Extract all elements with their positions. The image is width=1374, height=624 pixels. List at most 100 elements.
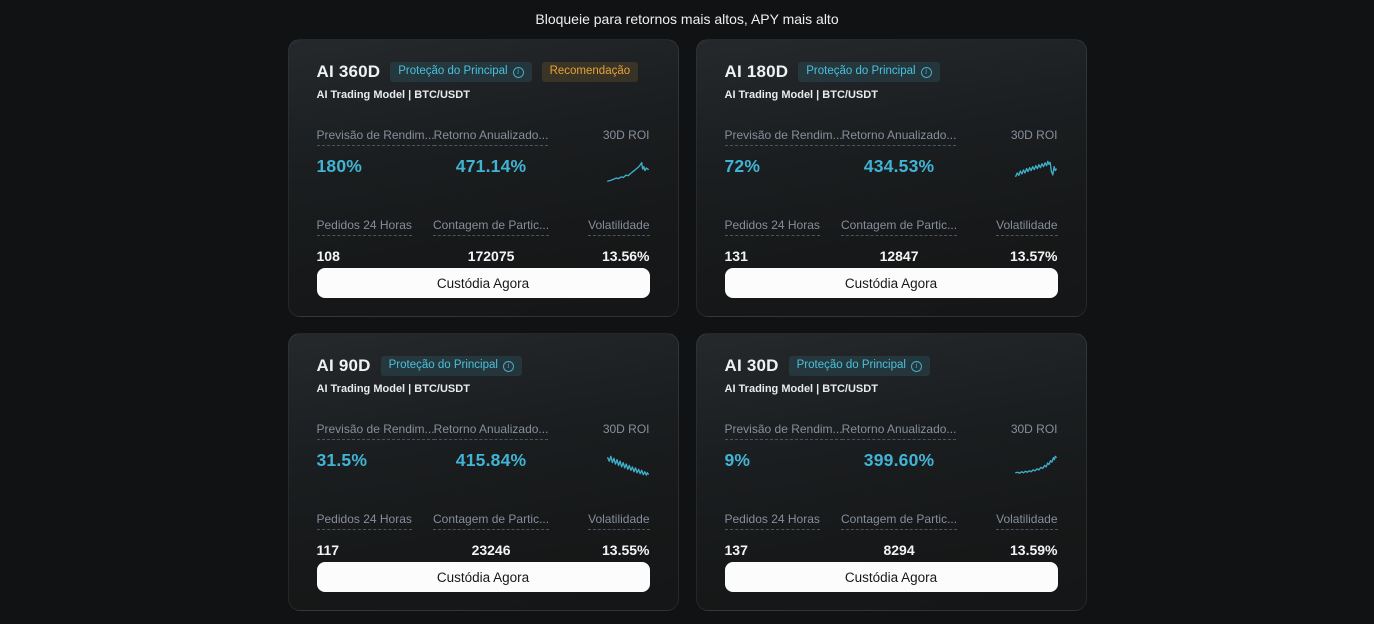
participant-count-value: 172075: [467, 248, 515, 264]
volatility-label[interactable]: Volatilidade: [996, 512, 1058, 530]
volatility-value: 13.59%: [1010, 542, 1058, 558]
annualized-return-value: 399.60%: [863, 450, 935, 470]
card-title: AI 180D: [724, 62, 789, 81]
sparkline-path: [606, 161, 649, 182]
volatility-value: 13.56%: [602, 248, 650, 264]
card-title: AI 360D: [316, 62, 381, 81]
volatility-label[interactable]: Volatilidade: [588, 218, 650, 236]
card-subtitle: AI Trading Model | BTC/USDT: [724, 89, 878, 101]
orders-24h-label[interactable]: Pedidos 24 Horas: [724, 218, 820, 236]
product-card-ai-180d: AI 180D Proteção do Principal i AI Tradi…: [695, 39, 1087, 317]
card-subtitle: AI Trading Model | BTC/USDT: [316, 89, 470, 101]
yield-forecast-value: 31.5%: [316, 450, 368, 470]
annualized-return-label[interactable]: Retorno Anualizado...: [433, 128, 549, 146]
metrics-values-row-2: 117 23246 13.55%: [317, 542, 650, 560]
custody-now-button[interactable]: Custódia Agora: [316, 268, 650, 298]
sparkline-path: [1014, 160, 1057, 177]
custody-now-button[interactable]: Custódia Agora: [724, 268, 1058, 298]
metrics-labels-row-1: Previsão de Rendim... Retorno Anualizado…: [316, 126, 650, 146]
annualized-return-value: 415.84%: [455, 450, 527, 470]
annualized-return-value: 434.53%: [863, 156, 935, 176]
orders-24h-value: 117: [316, 542, 340, 558]
volatility-label[interactable]: Volatilidade: [588, 512, 650, 530]
card-header: AI 30D Proteção do Principal i: [725, 356, 1058, 376]
card-title: AI 90D: [316, 356, 371, 375]
roi-30d-label: 30D ROI: [602, 128, 650, 142]
principal-protection-badge[interactable]: Proteção do Principal i: [788, 356, 930, 376]
yield-forecast-label[interactable]: Previsão de Rendim...: [724, 422, 843, 440]
principal-protection-label: Proteção do Principal: [388, 359, 498, 372]
roi-sparkline-chart: [1014, 455, 1057, 474]
card-subtitle: AI Trading Model | BTC/USDT: [724, 383, 878, 395]
page-title: Bloqueie para retornos mais altos, APY m…: [535, 11, 839, 27]
participant-count-label[interactable]: Contagem de Partic...: [841, 512, 958, 530]
metrics-labels-row-2: Pedidos 24 Horas Contagem de Partic... V…: [316, 510, 650, 530]
metrics-labels-row-2: Pedidos 24 Horas Contagem de Partic... V…: [724, 216, 1058, 236]
roi-30d-label: 30D ROI: [1010, 422, 1058, 436]
principal-protection-badge[interactable]: Proteção do Principal i: [390, 62, 532, 82]
orders-24h-value: 108: [316, 248, 340, 264]
annualized-return-label[interactable]: Retorno Anualizado...: [841, 128, 957, 146]
product-card-ai-360d: AI 360D Proteção do Principal i Recomend…: [287, 39, 679, 317]
principal-protection-badge[interactable]: Proteção do Principal i: [380, 356, 522, 376]
participant-count-value: 12847: [879, 248, 919, 264]
cards-grid: AI 360D Proteção do Principal i Recomend…: [287, 39, 1087, 611]
metrics-values-row-2: 131 12847 13.57%: [725, 248, 1058, 266]
principal-protection-label: Proteção do Principal: [806, 65, 916, 78]
product-card-ai-30d: AI 30D Proteção do Principal i AI Tradin…: [695, 333, 1087, 611]
info-icon: i: [512, 66, 524, 78]
yield-forecast-label[interactable]: Previsão de Rendim...: [316, 422, 435, 440]
orders-24h-value: 137: [724, 542, 748, 558]
metrics-values-row-1: 31.5% 415.84%: [317, 450, 650, 484]
roi-30d-label: 30D ROI: [1010, 128, 1058, 142]
yield-forecast-value: 180%: [316, 156, 363, 176]
sparkline-path: [1014, 455, 1057, 474]
metrics-values-row-1: 72% 434.53%: [725, 156, 1058, 190]
volatility-label[interactable]: Volatilidade: [996, 218, 1058, 236]
roi-sparkline-chart: [1014, 160, 1057, 177]
custody-now-button[interactable]: Custódia Agora: [316, 562, 650, 592]
metrics-labels-row-2: Pedidos 24 Horas Contagem de Partic... V…: [724, 510, 1058, 530]
info-icon: i: [502, 360, 514, 372]
card-title: AI 30D: [724, 356, 779, 375]
participant-count-label[interactable]: Contagem de Partic...: [841, 218, 958, 236]
info-icon: i: [920, 66, 932, 78]
principal-protection-badge[interactable]: Proteção do Principal i: [798, 62, 940, 82]
orders-24h-label[interactable]: Pedidos 24 Horas: [724, 512, 820, 530]
metrics-values-row-2: 137 8294 13.59%: [725, 542, 1058, 560]
sparkline-path: [606, 455, 649, 476]
custody-now-button[interactable]: Custódia Agora: [724, 562, 1058, 592]
metrics-labels-row-1: Previsão de Rendim... Retorno Anualizado…: [724, 420, 1058, 440]
participant-count-label[interactable]: Contagem de Partic...: [433, 512, 550, 530]
recommendation-badge: Recomendação: [541, 62, 639, 82]
yield-forecast-label[interactable]: Previsão de Rendim...: [724, 128, 843, 146]
participant-count-label[interactable]: Contagem de Partic...: [433, 218, 550, 236]
metrics-labels-row-1: Previsão de Rendim... Retorno Anualizado…: [316, 420, 650, 440]
metrics-values-row-1: 180% 471.14%: [317, 156, 650, 190]
participant-count-value: 23246: [471, 542, 511, 558]
card-header: AI 180D Proteção do Principal i: [725, 62, 1058, 82]
metrics-values-row-1: 9% 399.60%: [725, 450, 1058, 484]
yield-forecast-value: 72%: [724, 156, 761, 176]
card-header: AI 360D Proteção do Principal i Recomend…: [317, 62, 650, 82]
metrics-values-row-2: 108 172075 13.56%: [317, 248, 650, 266]
product-card-ai-90d: AI 90D Proteção do Principal i AI Tradin…: [287, 333, 679, 611]
annualized-return-label[interactable]: Retorno Anualizado...: [841, 422, 957, 440]
metrics-labels-row-2: Pedidos 24 Horas Contagem de Partic... V…: [316, 216, 650, 236]
volatility-value: 13.57%: [1010, 248, 1058, 264]
participant-count-value: 8294: [883, 542, 915, 558]
principal-protection-label: Proteção do Principal: [398, 65, 508, 78]
roi-sparkline-chart: [606, 455, 649, 476]
roi-30d-label: 30D ROI: [602, 422, 650, 436]
yield-forecast-label[interactable]: Previsão de Rendim...: [316, 128, 435, 146]
orders-24h-label[interactable]: Pedidos 24 Horas: [316, 218, 412, 236]
volatility-value: 13.55%: [602, 542, 650, 558]
annualized-return-value: 471.14%: [455, 156, 527, 176]
card-subtitle: AI Trading Model | BTC/USDT: [316, 383, 470, 395]
orders-24h-label[interactable]: Pedidos 24 Horas: [316, 512, 412, 530]
roi-sparkline-chart: [606, 161, 649, 182]
annualized-return-label[interactable]: Retorno Anualizado...: [433, 422, 549, 440]
principal-protection-label: Proteção do Principal: [796, 359, 906, 372]
metrics-labels-row-1: Previsão de Rendim... Retorno Anualizado…: [724, 126, 1058, 146]
